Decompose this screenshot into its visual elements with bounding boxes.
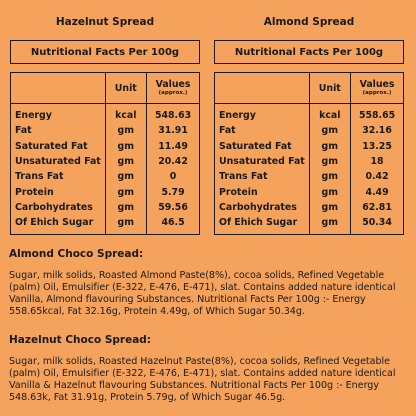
table-row: Of Ehich Sugar gm 50.34	[215, 215, 404, 235]
nutrient-value: 31.91	[158, 125, 188, 137]
nutrient-unit: gm	[308, 184, 352, 200]
nutrient-name: Of Ehich Sugar	[219, 217, 298, 229]
nutrient-unit: gm	[104, 123, 148, 139]
nutrient-column-header	[214, 72, 309, 104]
hazelnut-nutrition-heading: Nutritional Facts Per 100g	[10, 40, 200, 64]
table-row: Carbohydrates gm 59.56	[11, 199, 200, 216]
nutrient-name: Protein	[219, 186, 258, 198]
nutrient-value: 20.42	[158, 156, 188, 168]
table-row: Fat gm 32.16	[215, 123, 404, 139]
table-row: Trans Fat gm 0	[11, 169, 200, 185]
table-row: Saturated Fat gm 13.25	[215, 138, 404, 154]
nutrient-name: Unsaturated Fat	[219, 156, 305, 168]
nutrient-unit: gm	[104, 138, 148, 154]
table-row: Protein gm 4.49	[215, 184, 404, 200]
nutrient-unit: gm	[308, 123, 352, 139]
hazelnut-ingredients-heading: Hazelnut Choco Spread:	[9, 334, 151, 346]
nutrient-value: 0.42	[365, 171, 389, 183]
nutrient-value: 46.5	[161, 217, 185, 229]
values-column-header: Values (approx.)	[350, 72, 404, 104]
almond-panel-title: Almond Spread	[263, 16, 355, 28]
table-row: Carbohydrates gm 62.81	[215, 199, 404, 216]
table-header-row: Unit Values (approx.)	[214, 72, 404, 104]
nutrient-value: 13.25	[362, 140, 392, 152]
values-label: Values	[155, 79, 191, 90]
nutrient-unit: gm	[104, 184, 148, 200]
nutrient-value: 548.63	[154, 110, 192, 122]
almond-ingredients-text: Sugar, milk solids, Roasted Almond Paste…	[9, 270, 396, 317]
nutrient-name: Unsaturated Fat	[15, 156, 101, 168]
nutrient-name: Fat	[219, 125, 236, 137]
almond-ingredients-section: Almond Choco Spread: Sugar, milk solids,…	[9, 248, 409, 318]
hazelnut-nutrition-table: Unit Values (approx.) Energy kcal 548.63 F…	[10, 72, 200, 236]
table-row: Unsaturated Fat gm 20.42	[11, 153, 200, 170]
nutrient-value: 4.49	[365, 186, 389, 198]
nutrient-name: Carbohydrates	[15, 201, 93, 213]
table-row: Of Ehich Sugar gm 46.5	[11, 215, 200, 235]
nutrient-name: Trans Fat	[219, 171, 268, 183]
nutrient-unit: gm	[308, 138, 352, 154]
values-label: Values	[359, 79, 395, 90]
nutrient-name: Saturated Fat	[219, 140, 292, 152]
nutrient-value: 62.81	[362, 201, 392, 213]
nutrient-name: Energy	[15, 110, 52, 122]
nutrient-value: 18	[370, 156, 384, 168]
hazelnut-ingredients-section: Hazelnut Choco Spread: Sugar, milk solid…	[9, 334, 409, 404]
nutrient-name: Saturated Fat	[15, 140, 88, 152]
nutrient-unit: kcal	[104, 103, 148, 124]
nutrient-value: 32.16	[362, 125, 392, 137]
nutrient-unit: gm	[104, 215, 148, 235]
approx-label: (approx.)	[362, 90, 392, 96]
almond-ingredients-heading: Almond Choco Spread:	[9, 248, 144, 260]
nutrient-value: 0	[169, 171, 177, 183]
unit-column-header: Unit	[308, 72, 352, 104]
nutrient-value: 558.65	[358, 110, 396, 122]
nutrient-unit: gm	[308, 215, 352, 235]
nutrient-unit: gm	[308, 153, 352, 170]
unit-column-header: Unit	[104, 72, 148, 104]
nutrient-name: Protein	[15, 186, 54, 198]
nutrient-name: Energy	[219, 110, 256, 122]
approx-label: (approx.)	[158, 90, 188, 96]
almond-nutrition-table: Unit Values (approx.) Energy kcal 558.65 F…	[214, 72, 404, 236]
hazelnut-panel: Hazelnut Spread Nutritional Facts Per 10…	[10, 14, 200, 236]
nutrient-value: 5.79	[161, 186, 185, 198]
nutrient-unit: kcal	[308, 103, 352, 124]
nutrient-unit: gm	[104, 199, 148, 216]
table-row: Fat gm 31.91	[11, 123, 200, 139]
table-row: Trans Fat gm 0.42	[215, 169, 404, 185]
hazelnut-ingredients-text: Sugar, milk solids, Roasted Hazelnut Pas…	[9, 356, 396, 403]
nutrient-name: Of Ehich Sugar	[15, 217, 94, 229]
nutrient-value: 50.34	[362, 217, 392, 229]
almond-panel: Almond Spread Nutritional Facts Per 100g…	[214, 14, 404, 236]
table-header-row: Unit Values (approx.)	[10, 72, 200, 104]
table-row: Energy kcal 558.65	[215, 103, 404, 124]
table-row: Saturated Fat gm 11.49	[11, 138, 200, 154]
nutrient-unit: gm	[308, 169, 352, 185]
nutrient-value: 59.56	[158, 201, 188, 213]
nutrient-value: 11.49	[158, 140, 188, 152]
values-column-header: Values (approx.)	[146, 72, 200, 104]
nutrient-unit: gm	[308, 199, 352, 216]
nutrient-name: Trans Fat	[15, 171, 64, 183]
almond-nutrition-heading: Nutritional Facts Per 100g	[214, 40, 404, 64]
nutrient-name: Carbohydrates	[219, 201, 297, 213]
nutrient-unit: gm	[104, 153, 148, 170]
nutrient-column-header	[10, 72, 105, 104]
hazelnut-panel-title: Hazelnut Spread	[55, 16, 155, 28]
table-row: Protein gm 5.79	[11, 184, 200, 200]
nutrient-unit: gm	[104, 169, 148, 185]
table-row: Energy kcal 548.63	[11, 103, 200, 124]
table-row: Unsaturated Fat gm 18	[215, 153, 404, 170]
nutrient-name: Fat	[15, 125, 32, 137]
